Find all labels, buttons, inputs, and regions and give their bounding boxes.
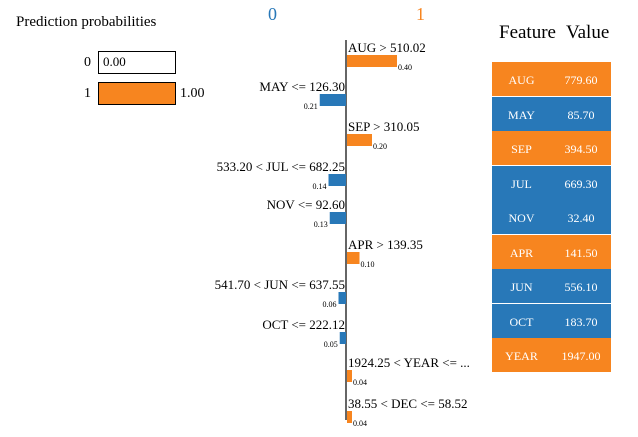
prob-row-1-bar (98, 82, 176, 105)
chart-category-label: 38.55 < DEC <= 58.52 (348, 396, 468, 411)
chart-category-label: 533.20 < JUL <= 682.25 (217, 159, 345, 174)
feature-name: APR (509, 245, 534, 260)
chart-bar (347, 55, 397, 67)
feature-value: 85.70 (567, 107, 595, 122)
prob-row-1-value: 1.00 (180, 86, 205, 101)
feature-name: NOV (508, 211, 535, 225)
chart-category-label: 1924.25 < YEAR <= ... (348, 355, 470, 370)
chart-category-label: APR > 139.35 (348, 237, 423, 252)
feature-value: 183.70 (564, 314, 598, 329)
feature-value: 394.50 (564, 142, 598, 156)
class-label-negative: 0 (268, 4, 277, 24)
feature-value: 556.10 (564, 280, 598, 294)
chart-category-label: MAY <= 126.30 (259, 79, 345, 94)
chart-value-label: 0.06 (323, 300, 337, 309)
feature-name: SEP (511, 142, 532, 156)
feature-value: 779.60 (564, 73, 598, 87)
prob-row-0-bar: 0.00 (98, 51, 176, 74)
chart-value-label: 0.14 (313, 182, 327, 191)
chart-category-label: AUG > 510.02 (348, 40, 426, 55)
chart-bar (328, 174, 346, 186)
prob-row-0-value: 0.00 (103, 54, 126, 69)
value-column-header: Value (566, 22, 610, 43)
prob-row-0-label: 0 (84, 55, 91, 70)
feature-name: AUG (508, 73, 535, 87)
chart-bar (319, 94, 346, 106)
chart-value-label: 0.20 (373, 142, 387, 151)
chart-bar (347, 252, 360, 264)
prob-row-1-fill (99, 83, 175, 104)
feature-table-row: JUL 669.30 (492, 165, 611, 200)
chart-value-label: 0.13 (314, 220, 328, 229)
feature-table-row: JUN 556.10 (492, 269, 611, 303)
chart-value-label: 0.04 (353, 419, 367, 428)
feature-name: YEAR (505, 349, 538, 363)
chart-category-label: OCT <= 222.12 (262, 317, 345, 332)
feature-value: 669.30 (564, 176, 598, 191)
prob-row-1-label: 1 (84, 86, 91, 101)
feature-value: 32.40 (567, 211, 595, 225)
chart-value-label: 0.05 (324, 340, 338, 349)
feature-name: JUL (511, 176, 532, 191)
feature-value: 141.50 (564, 245, 598, 260)
explanation-chart: AUG > 510.02 0.40 MAY <= 126.30 0.21 SEP > 3… (215, 40, 470, 428)
prediction-probabilities-title: Prediction probabilities (16, 14, 157, 30)
feature-column-header: Feature (499, 22, 556, 43)
chart-bar (329, 212, 346, 224)
chart-category-label: 541.70 < JUN <= 637.55 (215, 277, 345, 292)
chart-bar (347, 370, 352, 382)
feature-table-row: OCT 183.70 (492, 303, 611, 338)
feature-table-row: MAY 85.70 (492, 96, 611, 131)
chart-bar (339, 332, 346, 344)
chart-category-label: SEP > 310.05 (348, 119, 420, 134)
feature-name: JUN (510, 280, 533, 294)
chart-category-label: NOV <= 92.60 (267, 197, 345, 212)
class-label-positive: 1 (416, 4, 425, 24)
chart-value-label: 0.10 (361, 260, 375, 269)
feature-value: 1947.00 (561, 349, 601, 363)
feature-name: OCT (509, 314, 534, 329)
feature-table-row: YEAR 1947.00 (492, 338, 611, 372)
feature-table-row: SEP 394.50 (492, 131, 611, 165)
chart-value-label: 0.04 (353, 378, 367, 387)
feature-name: MAY (508, 107, 535, 122)
feature-table-row: AUG 779.60 (492, 62, 611, 96)
chart-bar (338, 292, 346, 304)
chart-bar (347, 411, 352, 423)
chart-value-label: 0.40 (398, 63, 412, 72)
chart-value-label: 0.21 (304, 102, 318, 111)
feature-table-row: NOV 32.40 (492, 200, 611, 234)
chart-bar (347, 134, 372, 146)
feature-table-row: APR 141.50 (492, 234, 611, 269)
